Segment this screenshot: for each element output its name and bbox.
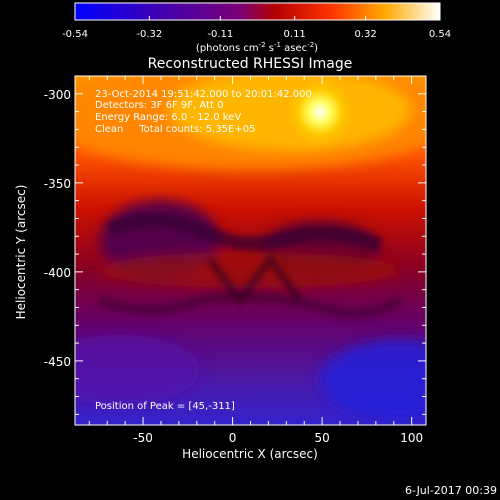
annotation-clean-counts: Clean Total counts: 5.35E+05 [95,124,255,135]
colorbar-tick-label: 0.11 [284,29,306,40]
colorbar-gradient [74,2,441,21]
colorbar-tick-labels: -0.54 -0.32 -0.11 0.11 0.32 0.54 [62,29,451,40]
solar-image [75,76,426,425]
y-tick-label: -350 [44,177,71,191]
x-tick-label: -50 [133,431,153,445]
x-axis-label: Heliocentric X (arcsec) [182,447,318,461]
y-tick-label: -300 [44,88,71,102]
colorbar-tick-marks [74,16,441,20]
colorbar-tick-label: -0.32 [136,29,162,40]
x-tick-label: 50 [314,431,329,445]
observation-annotations: 23-Oct-2014 19:51:42.000 to 20:01:42.000… [95,89,312,135]
footer-date: 6-Jul-2017 00:39 [405,484,497,497]
annotation-detectors: Detectors: 3F 6F 9F, Att 0 [95,100,223,111]
plot-title: Reconstructed RHESSI Image [148,56,353,72]
y-tick-label: -400 [44,266,71,280]
y-axis-label: Heliocentric Y (arcsec) [14,185,28,320]
colorbar-tick-label: 0.54 [429,29,451,40]
x-axis-ticks: -50 0 50 100 [88,76,423,445]
colorbar-tick-label: -0.54 [62,29,88,40]
colorbar-tick-label: 0.32 [355,29,377,40]
colorbar-tick-label: -0.11 [207,29,233,40]
y-axis-ticks: -300 -350 -400 -450 [44,75,426,415]
peak-source [280,76,360,152]
colorbar-units: (photons cm-2 s-1 asec-2) [196,41,318,54]
y-tick-label: -450 [44,355,71,369]
colorbar: -0.54 -0.32 -0.11 0.11 0.32 0.54 (photons cm-… [62,2,451,54]
x-tick-label: 100 [400,431,423,445]
annotation-time-range: 23-Oct-2014 19:51:42.000 to 20:01:42.000 [95,89,312,100]
peak-position-label: Position of Peak = [45,-311] [95,401,235,412]
x-tick-label: 0 [229,431,237,445]
annotation-energy-range: Energy Range: 6.0 - 12.0 keV [95,112,241,123]
